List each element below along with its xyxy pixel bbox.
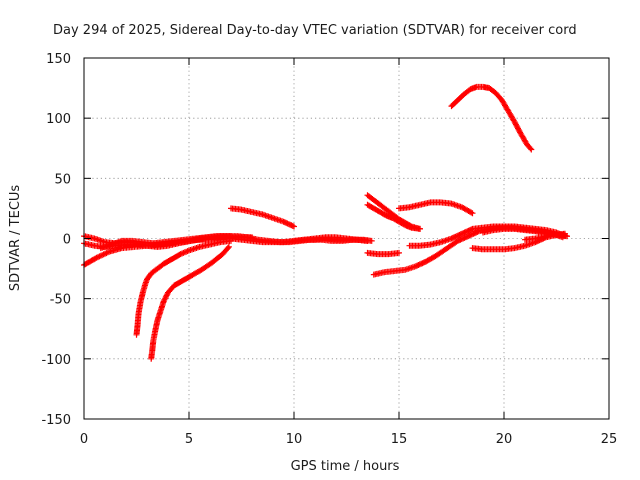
data-series xyxy=(81,83,570,362)
y-tick-label: -50 xyxy=(50,293,71,308)
series-markers xyxy=(148,243,232,362)
series-arc-9 xyxy=(291,234,371,244)
series-markers xyxy=(133,237,234,338)
chart-title: Day 294 of 2025, Sidereal Day-to-day VTE… xyxy=(53,23,577,38)
axis-ticks: 0 5 10 15 20 25 -150 -100 -50 0 50 100 150 xyxy=(41,52,617,447)
x-tick-label: 20 xyxy=(496,432,513,447)
x-tick-label: 25 xyxy=(601,432,618,447)
series-markers xyxy=(364,249,402,258)
series-arc-11 xyxy=(364,201,423,232)
y-tick-label: -100 xyxy=(41,353,71,368)
series-arc-5 xyxy=(133,237,234,338)
y-tick-label: 50 xyxy=(54,172,71,187)
y-tick-label: 0 xyxy=(63,233,71,248)
series-arc-14 xyxy=(396,199,476,217)
series-arc-12 xyxy=(364,249,402,258)
series-arc-7 xyxy=(228,205,297,230)
x-axis-label: GPS time / hours xyxy=(291,459,400,474)
x-tick-label: 5 xyxy=(185,432,193,447)
series-markers xyxy=(291,234,371,244)
series-arc-19 xyxy=(522,230,570,243)
series-markers xyxy=(228,205,297,230)
y-tick-label: 150 xyxy=(46,52,71,67)
y-axis-label: SDTVAR / TECUs xyxy=(8,185,23,292)
series-markers xyxy=(364,201,423,232)
series-arc-16 xyxy=(448,83,535,153)
x-tick-label: 15 xyxy=(391,432,408,447)
y-tick-label: -150 xyxy=(41,413,71,428)
grid-lines xyxy=(84,58,609,419)
series-arc-6 xyxy=(148,243,232,362)
x-tick-label: 0 xyxy=(80,432,88,447)
y-tick-label: 100 xyxy=(46,112,71,127)
x-tick-label: 10 xyxy=(286,432,303,447)
series-markers xyxy=(396,199,476,217)
series-markers xyxy=(448,83,535,153)
series-markers xyxy=(522,230,570,243)
